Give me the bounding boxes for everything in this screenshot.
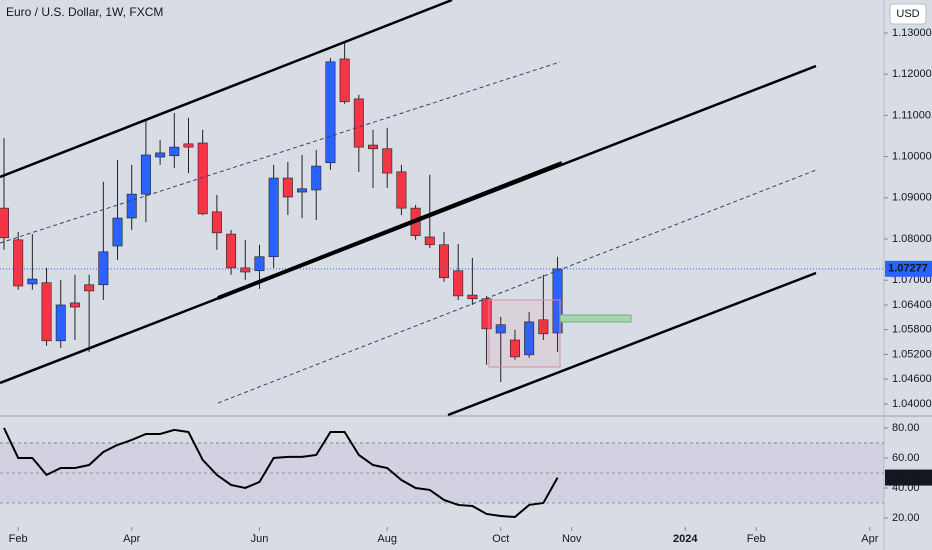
- candle-body: [311, 165, 322, 191]
- candle-body: [41, 282, 52, 342]
- y-tick-label: 80.00: [892, 422, 920, 434]
- rsi-value-label: 46.93: [894, 471, 922, 483]
- y-tick-label: 1.04000: [892, 398, 932, 410]
- candle-body: [382, 148, 393, 174]
- y-tick-label: 1.10000: [892, 151, 932, 163]
- y-tick-label: 1.12000: [892, 68, 932, 80]
- rsi-band: [0, 442, 884, 503]
- candle-body: [112, 217, 123, 247]
- x-tick-label: Feb: [9, 533, 28, 545]
- candle-body: [13, 239, 24, 287]
- candle-body: [155, 152, 166, 158]
- channel-line: [447, 271, 817, 417]
- x-tick-label: Feb: [747, 533, 766, 545]
- x-tick-label: Aug: [377, 533, 397, 545]
- y-tick-label: 1.11000: [892, 109, 931, 121]
- y-tick-label: 1.06400: [892, 299, 932, 311]
- rsi-line: [3, 427, 559, 518]
- candle-body: [140, 154, 151, 195]
- candle-body: [0, 207, 9, 239]
- target-box: [559, 314, 632, 323]
- candle-body: [183, 143, 194, 148]
- channel-line: [0, 0, 453, 179]
- candle-body: [268, 177, 279, 258]
- candle-body: [169, 146, 180, 157]
- y-tick-label: 20.00: [892, 512, 920, 524]
- y-tick-label: 1.13000: [892, 27, 932, 39]
- y-tick-label: 1.07000: [892, 274, 932, 286]
- y-tick-label: 1.09000: [892, 192, 932, 204]
- x-tick-label: Apr: [123, 533, 140, 545]
- y-tick-label: 1.05200: [892, 348, 932, 360]
- y-tick-label: 1.05800: [892, 324, 932, 336]
- rsi-pane: [0, 417, 884, 527]
- last-price-label: 1.07277: [888, 263, 928, 275]
- y-tick-label: 1.04600: [892, 373, 932, 385]
- x-tick-label: Nov: [562, 533, 582, 545]
- candle-body: [439, 244, 449, 279]
- x-tick-label: Apr: [861, 533, 878, 545]
- candle-body: [84, 284, 95, 292]
- candle-body: [226, 233, 237, 269]
- candle-body: [396, 171, 407, 209]
- candle-body: [495, 324, 506, 334]
- candle-body: [353, 98, 364, 148]
- candle-body: [538, 319, 549, 335]
- currency: USD: [896, 8, 919, 20]
- rsi-tag: [885, 469, 932, 486]
- dashed-line: [217, 169, 817, 404]
- candle-body: [339, 58, 350, 103]
- candle-body: [424, 236, 435, 246]
- range-box: [488, 299, 561, 368]
- x-tick-label: Oct: [492, 533, 509, 545]
- price-pane: [0, 0, 884, 415]
- candle-body: [254, 256, 265, 272]
- candle-body: [368, 144, 379, 150]
- drawings: [0, 0, 817, 417]
- x-tick-label: 2024: [673, 533, 698, 545]
- candle-body: [69, 302, 80, 308]
- channel-line: [217, 161, 563, 300]
- dashed-line: [0, 61, 561, 244]
- candle-body: [524, 321, 535, 356]
- candle-body: [453, 270, 464, 297]
- time-axis: [0, 527, 884, 550]
- candle-body: [240, 267, 251, 273]
- y-tick-label: 1.08000: [892, 233, 932, 245]
- candle-body: [211, 211, 222, 234]
- chart-title: Euro / U.S. Dollar, 1W, FXCM: [6, 5, 163, 19]
- candle-body: [55, 304, 66, 342]
- x-tick-label: Jun: [251, 533, 269, 545]
- candle-body: [197, 142, 208, 215]
- candle-body: [467, 294, 478, 300]
- candle-body: [297, 188, 308, 193]
- candle-body: [126, 193, 137, 219]
- candle-body: [27, 278, 38, 285]
- currency-button[interactable]: [889, 3, 927, 25]
- y-tick-label: 60.00: [892, 452, 920, 464]
- candle-body: [509, 339, 520, 358]
- candle-body: [552, 268, 563, 334]
- candle-body: [325, 61, 336, 164]
- candle-body: [282, 177, 293, 198]
- last-price-tag: [885, 260, 932, 277]
- candle-body: [98, 251, 109, 286]
